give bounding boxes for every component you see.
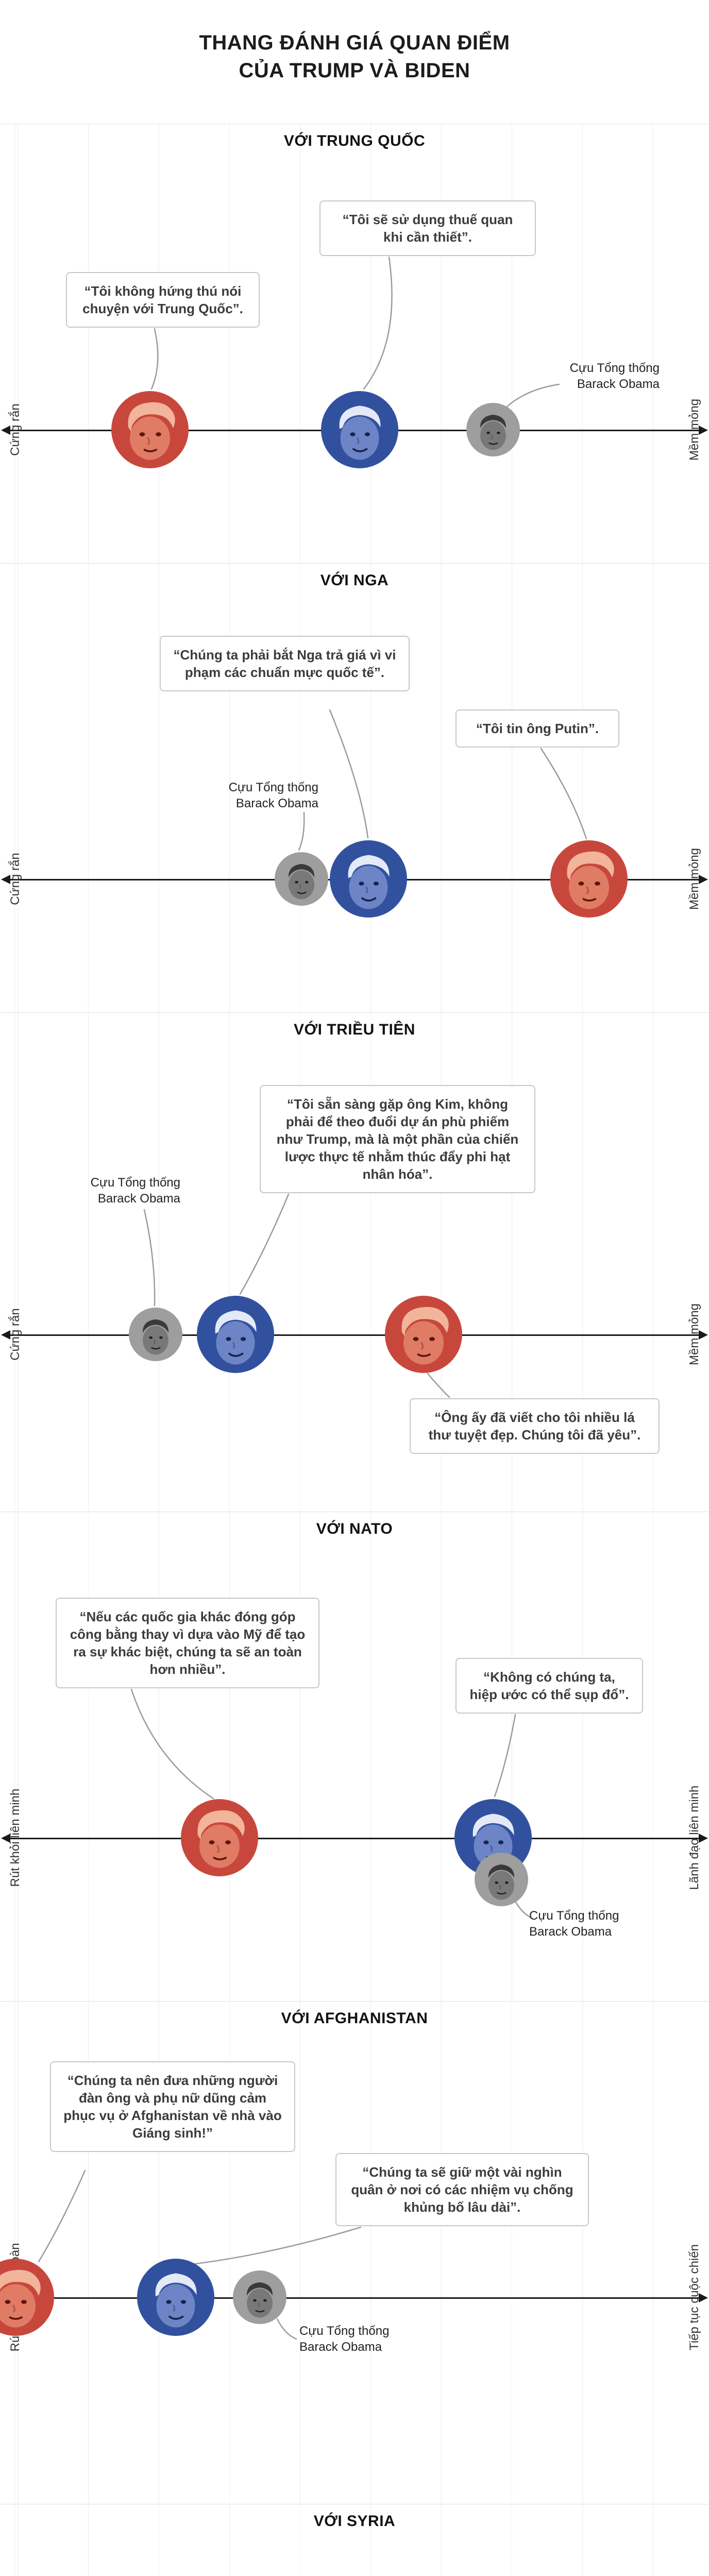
trump-portrait xyxy=(181,1799,258,1876)
section-afghanistan: VỚI AFGHANISTAN “Chúng ta nên đưa những … xyxy=(0,2001,709,2504)
axis-arrow-left-icon xyxy=(1,1330,10,1340)
quote-bubble-biden: “Không có chúng ta, hiệp ước có thể sụp … xyxy=(455,1658,643,1714)
quote-bubble-biden: “Chúng ta phải bắt Nga trả giá vì vi phạ… xyxy=(160,636,410,691)
connector-trump xyxy=(130,1688,214,1800)
trump-portrait xyxy=(550,840,628,918)
connector-biden xyxy=(239,1193,290,1295)
obama-label: Cựu Tổng thống Barack Obama xyxy=(529,1908,663,1940)
obama-label-line: Cựu Tổng thống xyxy=(529,1909,619,1923)
axis-label-left: Cứng rắn xyxy=(8,1308,22,1361)
obama-label-line: Barack Obama xyxy=(235,796,318,810)
section-title: VỚI TRIỀU TIÊN xyxy=(294,1021,415,1038)
axis-line xyxy=(1,2293,708,2302)
axis-label-right: Lãnh đạo liên minh xyxy=(687,1785,701,1890)
page-title-line-2: CỦA TRUMP VÀ BIDEN xyxy=(239,59,470,82)
obama-label-line: Barack Obama xyxy=(577,377,660,391)
section-title: VỚI SYRIA xyxy=(313,2513,396,2530)
axis-arrow-right-icon xyxy=(699,2293,708,2302)
section-russia: VỚI NGA “Chúng ta phải bắt Nga trả giá v… xyxy=(0,563,709,1012)
biden-portrait xyxy=(321,391,398,468)
obama-label: Cựu Tổng thống Barack Obama xyxy=(190,779,318,811)
axis-label-left: Cứng rắn xyxy=(8,853,22,905)
axis-label-right: Tiếp tục cuộc chiến xyxy=(687,2244,701,2350)
quote-bubble-biden: “Tôi sẵn sàng gặp ông Kim, không phải để… xyxy=(260,1085,535,1193)
connector-lines xyxy=(298,709,587,851)
obama-portrait xyxy=(129,1308,182,1361)
axis-arrow-left-icon xyxy=(1,1834,10,1843)
axis-arrow-right-icon xyxy=(699,1834,708,1843)
connector-trump xyxy=(427,1372,450,1398)
connector-lines xyxy=(150,256,560,409)
obama-portrait xyxy=(275,852,328,906)
biden-portrait xyxy=(197,1296,274,1373)
axis-arrow-left-icon xyxy=(1,875,10,884)
obama-portrait xyxy=(466,403,520,456)
connector-obama xyxy=(143,1209,156,1307)
axis-label-left: Cứng rắn xyxy=(8,403,22,456)
quote-bubble-biden: “Chúng ta sẽ giữ một vài nghìn quân ở nơ… xyxy=(335,2153,589,2226)
axis-arrow-right-icon xyxy=(699,1330,708,1340)
axis-arrow-right-icon xyxy=(699,426,708,435)
connector-trump xyxy=(540,748,587,840)
quote-bubble-trump: “Chúng ta nên đưa những người đàn ông và… xyxy=(50,2061,295,2152)
quote-bubble-trump: “Tôi không hứng thú nói chuyện với Trung… xyxy=(66,272,260,328)
biden-portrait xyxy=(330,840,407,918)
connector-obama xyxy=(276,2318,297,2340)
axis-label-right: Mềm mỏng xyxy=(687,398,701,461)
obama-label-line: Barack Obama xyxy=(299,2340,382,2354)
axis-label-left: Rút khỏi liên minh xyxy=(8,1788,22,1887)
trump-portrait xyxy=(385,1296,462,1373)
obama-portrait xyxy=(475,1853,528,1906)
axis-arrow-left-icon xyxy=(1,426,10,435)
connector-trump xyxy=(38,2170,86,2263)
section-syria: VỚI SYRIA “Người Kurd đã được cung cấp t… xyxy=(0,2504,709,2576)
connector-biden xyxy=(329,709,369,839)
page-title-line-1: THANG ĐÁNH GIÁ QUAN ĐIỂM xyxy=(199,31,510,54)
connector-trump xyxy=(150,328,159,390)
connector-obama xyxy=(298,811,305,851)
obama-label: Cựu Tổng thống Barack Obama xyxy=(44,1175,180,1207)
axis-line xyxy=(1,1834,708,1843)
obama-label: Cựu Tổng thống Barack Obama xyxy=(526,360,660,392)
obama-label-line: Cựu Tổng thống xyxy=(569,361,660,375)
biden-portrait xyxy=(137,2259,214,2336)
connector-biden xyxy=(191,2226,362,2265)
axis-label-right: Mềm mỏng xyxy=(687,1303,701,1366)
section-title: VỚI NATO xyxy=(316,1520,393,1537)
obama-label-line: Cựu Tổng thống xyxy=(228,781,318,794)
trump-portrait xyxy=(0,2259,54,2336)
section-title: VỚI TRUNG QUỐC xyxy=(283,132,426,149)
section-nato: VỚI NATO “Nếu các quốc gia khác đóng góp… xyxy=(0,1512,709,2001)
axis-line xyxy=(1,1330,708,1340)
obama-label-line: Barack Obama xyxy=(97,1192,180,1206)
obama-label-line: Cựu Tổng thống xyxy=(90,1176,180,1190)
section-china: VỚI TRUNG QUỐC “Tôi sẽ sử dụng thuế quan… xyxy=(0,124,709,563)
connector-biden xyxy=(494,1714,516,1798)
quote-bubble-biden: “Tôi sẽ sử dụng thuế quan khi cần thiết”… xyxy=(319,200,536,256)
obama-portrait xyxy=(233,2270,286,2324)
connector-biden xyxy=(363,256,393,390)
quote-bubble-trump: “Ông ấy đã viết cho tôi nhiều lá thư tuy… xyxy=(410,1398,660,1454)
axis-label-right: Mềm mỏng xyxy=(687,848,701,910)
quote-bubble-trump: “Tôi tin ông Putin”. xyxy=(455,709,619,748)
obama-label: Cựu Tổng thống Barack Obama xyxy=(299,2323,433,2355)
obama-label-line: Barack Obama xyxy=(529,1925,612,1939)
section-title: VỚI AFGHANISTAN xyxy=(281,2010,428,2027)
trump-portrait xyxy=(111,391,189,468)
section-title: VỚI NGA xyxy=(320,572,389,589)
quote-bubble-trump: “Nếu các quốc gia khác đóng góp công bằn… xyxy=(56,1598,319,1688)
axis-arrow-right-icon xyxy=(699,875,708,884)
section-north-korea: VỚI TRIỀU TIÊN “Tôi sẵn sàng gặp ông Kim… xyxy=(0,1012,709,1512)
page-header: THANG ĐÁNH GIÁ QUAN ĐIỂM CỦA TRUMP VÀ BI… xyxy=(0,0,709,124)
obama-label-line: Cựu Tổng thống xyxy=(299,2324,390,2338)
